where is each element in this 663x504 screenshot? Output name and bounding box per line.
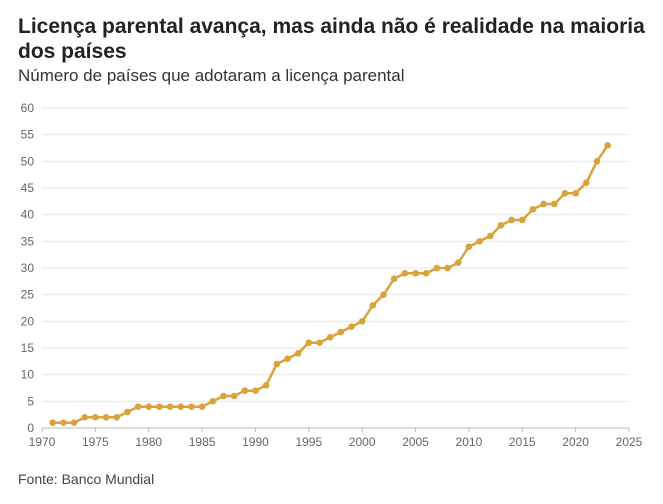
y-tick-label: 40 [21,208,35,222]
gridlines [42,107,629,429]
data-point [529,206,537,213]
data-point [188,403,195,410]
data-point [476,238,483,245]
data-point [508,216,515,224]
y-tick-label: 10 [21,368,35,382]
data-point [454,259,462,266]
data-point [572,190,579,197]
data-point [198,403,206,410]
data-point [369,302,377,309]
data-point [252,387,259,394]
data-point [540,200,547,208]
data-point [348,323,355,330]
data-point [412,270,419,277]
x-tick-label: 1980 [135,435,162,449]
chart-subtitle: Número de países que adotaram a licença … [18,66,405,85]
data-point [49,419,56,426]
data-point [60,419,67,426]
data-point [241,387,249,394]
data-point [284,355,291,362]
y-tick-label: 25 [21,288,35,302]
data-point [497,222,505,229]
data-point [262,382,270,389]
data-point [583,179,590,186]
data-point [380,291,387,298]
data-point [166,403,174,410]
data-point [156,403,163,410]
data-point [561,190,569,197]
data-point [433,264,441,272]
y-tick-label: 15 [21,341,35,355]
data-point [70,419,78,426]
y-tick-label: 35 [21,234,35,248]
x-tick-label: 2010 [456,435,483,449]
data-point [134,403,142,410]
data-point [604,142,611,149]
data-point [337,328,345,336]
data-point [124,408,131,416]
data-point [326,334,334,341]
series-line [52,144,609,424]
data-point [230,392,238,400]
data-point [102,414,110,421]
x-tick-label: 1990 [242,435,269,449]
y-tick-label: 45 [21,181,35,195]
x-tick-label: 2025 [616,435,643,449]
source-note: Fonte: Banco Mundial [18,471,155,487]
x-tick-label: 2000 [349,435,376,449]
data-point [444,264,451,272]
x-tick-label: 1995 [295,435,322,449]
y-tick-label: 60 [21,101,35,115]
data-point [316,339,323,346]
data-point [273,360,281,368]
data-point [422,270,430,277]
x-tick-label: 1970 [29,435,56,449]
data-point [486,232,494,240]
x-tick-label: 1985 [189,435,216,449]
data-point [209,398,217,405]
x-tick-label: 2020 [562,435,589,449]
data-point [145,403,153,410]
data-point [518,216,526,224]
data-point [113,414,121,421]
data-point [390,275,398,282]
data-point [465,243,473,250]
data-point [81,414,88,421]
data-point [550,200,558,208]
data-points [49,142,611,426]
data-point [358,318,366,325]
y-tick-label: 55 [21,128,35,142]
data-point [220,392,227,400]
data-point [593,158,601,165]
x-axis-ticks: 1970 1975 1980 1985 1990 1995 2000 2005 2010 2015… [29,428,643,449]
x-tick-label: 1975 [82,435,109,449]
data-point [92,414,99,421]
y-tick-label: 0 [27,421,34,435]
x-tick-label: 2015 [509,435,536,449]
y-tick-label: 5 [27,394,34,408]
y-tick-label: 30 [21,261,35,275]
y-tick-label: 50 [21,154,35,168]
y-axis-ticks: 0 5 10 15 20 25 30 35 40 45 50 55 60 [21,101,35,435]
y-tick-label: 20 [21,314,35,328]
data-point [305,339,313,346]
chart-title: Licença parental avança, mas ainda não é… [18,15,645,63]
x-tick-label: 2005 [402,435,429,449]
data-point [177,403,185,410]
data-point [294,350,302,357]
data-point [401,270,409,277]
